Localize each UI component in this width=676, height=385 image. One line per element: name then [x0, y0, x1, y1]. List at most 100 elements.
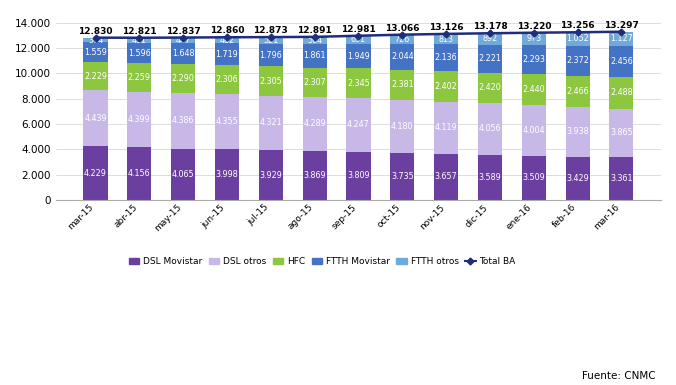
- Bar: [346, 152, 370, 200]
- Bar: [84, 90, 107, 146]
- Text: 3.657: 3.657: [435, 172, 458, 181]
- Bar: [259, 44, 283, 67]
- Bar: [127, 147, 151, 200]
- Text: 2.345: 2.345: [347, 79, 370, 88]
- Text: 12.860: 12.860: [210, 27, 244, 35]
- Text: 631: 631: [351, 35, 366, 44]
- Text: 4.386: 4.386: [172, 116, 195, 125]
- Text: 4.439: 4.439: [84, 114, 107, 123]
- Text: 12.891: 12.891: [297, 26, 332, 35]
- Text: 1.949: 1.949: [347, 52, 370, 60]
- Bar: [390, 70, 414, 100]
- Text: 2.044: 2.044: [391, 52, 414, 61]
- Text: 3.809: 3.809: [347, 171, 370, 180]
- Bar: [127, 63, 151, 92]
- Text: 521: 521: [263, 36, 279, 45]
- Text: 1.559: 1.559: [84, 48, 107, 57]
- Text: 1.127: 1.127: [610, 34, 633, 44]
- Bar: [566, 75, 589, 107]
- Bar: [303, 68, 327, 97]
- Text: 13.126: 13.126: [429, 23, 464, 32]
- Bar: [522, 74, 546, 105]
- Text: 12.830: 12.830: [78, 27, 113, 36]
- Text: Fuente: CNMC: Fuente: CNMC: [582, 371, 656, 381]
- Bar: [303, 37, 327, 44]
- Text: 4.180: 4.180: [391, 122, 414, 131]
- Text: 813: 813: [439, 35, 454, 44]
- Bar: [522, 105, 546, 156]
- Bar: [609, 77, 633, 109]
- Text: 2.221: 2.221: [479, 54, 502, 63]
- Bar: [84, 146, 107, 200]
- Text: 1.861: 1.861: [304, 51, 326, 60]
- Bar: [434, 44, 458, 71]
- Bar: [566, 107, 589, 157]
- Text: 4.229: 4.229: [84, 169, 107, 178]
- Text: 726: 726: [395, 35, 410, 44]
- Text: 564: 564: [307, 36, 322, 45]
- Bar: [215, 65, 239, 94]
- Bar: [390, 44, 414, 70]
- Bar: [171, 38, 195, 43]
- Bar: [259, 67, 283, 95]
- Bar: [522, 33, 546, 45]
- Text: 2.307: 2.307: [304, 78, 326, 87]
- Text: 482: 482: [220, 36, 235, 45]
- Bar: [390, 153, 414, 200]
- Text: 4.119: 4.119: [435, 123, 458, 132]
- Text: 13.178: 13.178: [473, 22, 508, 31]
- Text: 1.052: 1.052: [566, 34, 589, 44]
- Text: 2.136: 2.136: [435, 53, 458, 62]
- Text: 13.256: 13.256: [560, 21, 595, 30]
- Bar: [127, 43, 151, 63]
- Bar: [171, 64, 195, 93]
- Text: 12.821: 12.821: [122, 27, 157, 36]
- Text: 447: 447: [176, 36, 191, 45]
- Text: 3.938: 3.938: [566, 127, 589, 136]
- Text: 892: 892: [483, 34, 498, 44]
- Bar: [215, 94, 239, 149]
- Bar: [171, 43, 195, 64]
- Bar: [127, 92, 151, 147]
- Bar: [478, 154, 502, 200]
- Text: 2.456: 2.456: [610, 57, 633, 66]
- Bar: [303, 97, 327, 151]
- Legend: DSL Movistar, DSL otros, HFC, FTTH Movistar, FTTH otros, Total BA: DSL Movistar, DSL otros, HFC, FTTH Movis…: [125, 254, 519, 270]
- Bar: [303, 151, 327, 200]
- Text: 2.305: 2.305: [260, 77, 282, 85]
- Bar: [434, 154, 458, 200]
- Text: 12.837: 12.837: [166, 27, 201, 36]
- Text: 2.402: 2.402: [435, 82, 458, 91]
- Bar: [434, 34, 458, 44]
- Text: 3.361: 3.361: [610, 174, 633, 183]
- Bar: [259, 37, 283, 44]
- Bar: [609, 32, 633, 46]
- Bar: [215, 149, 239, 200]
- Text: 2.420: 2.420: [479, 84, 502, 92]
- Text: 2.290: 2.290: [172, 74, 195, 83]
- Text: 12.981: 12.981: [341, 25, 376, 34]
- Bar: [434, 71, 458, 102]
- Bar: [259, 150, 283, 200]
- Text: 3.429: 3.429: [566, 174, 589, 183]
- Text: 2.440: 2.440: [523, 85, 545, 94]
- Bar: [434, 102, 458, 154]
- Text: 3.998: 3.998: [216, 170, 239, 179]
- Text: 4.056: 4.056: [479, 124, 502, 133]
- Text: 3.865: 3.865: [610, 129, 633, 137]
- Text: 2.259: 2.259: [128, 73, 151, 82]
- Text: 13.297: 13.297: [604, 21, 639, 30]
- Text: 4.321: 4.321: [260, 119, 282, 127]
- Bar: [303, 44, 327, 68]
- Text: 3.509: 3.509: [523, 173, 545, 182]
- Text: 3.929: 3.929: [260, 171, 283, 180]
- Text: 12.873: 12.873: [254, 26, 288, 35]
- Text: 3.869: 3.869: [304, 171, 326, 180]
- Text: 4.399: 4.399: [128, 115, 151, 124]
- Text: 2.229: 2.229: [84, 72, 107, 81]
- Bar: [566, 157, 589, 200]
- Bar: [346, 44, 370, 69]
- Bar: [609, 46, 633, 77]
- Bar: [346, 36, 370, 44]
- Text: 2.381: 2.381: [391, 80, 414, 89]
